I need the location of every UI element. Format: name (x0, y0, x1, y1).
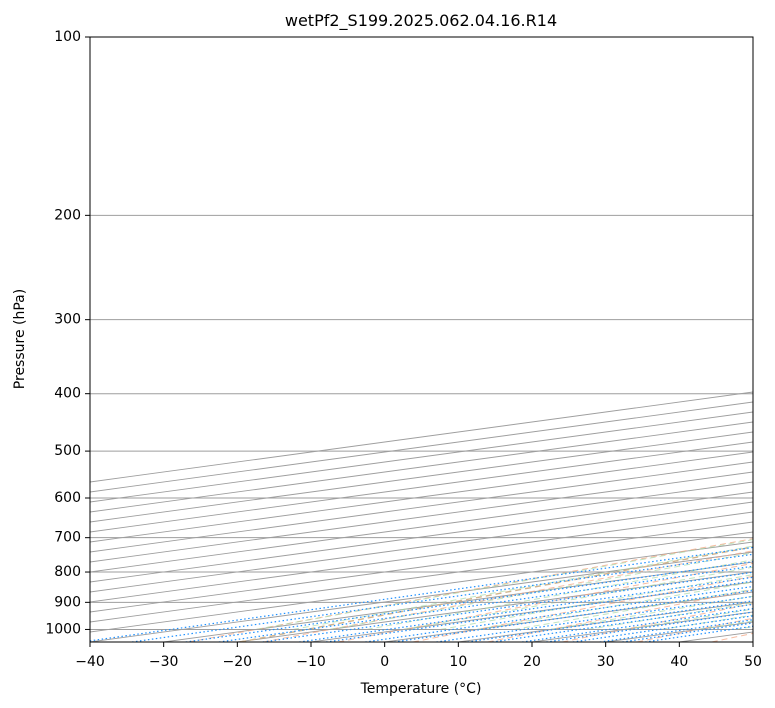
y-tick-label: 500 (54, 443, 81, 459)
mixing-ratio-line (522, 607, 753, 642)
y-axis-title: Pressure (hPa) (12, 289, 28, 389)
y-tick-label: 600 (54, 490, 81, 506)
mixing-ratio-line (436, 595, 753, 642)
x-tick-label: 0 (380, 654, 389, 670)
isotherm-line (90, 461, 753, 553)
moist-adiabat-line (292, 545, 753, 630)
x-axis: −40 −30 −20 −10 0 10 20 30 40 50 (75, 642, 762, 670)
isotherm-line (90, 491, 753, 583)
y-tick-label: 1000 (45, 621, 81, 637)
mixing-ratio-line (131, 553, 753, 642)
x-tick-label: 10 (449, 654, 467, 670)
dry-adiabat-line (338, 562, 753, 642)
isotherm-line (90, 531, 753, 623)
dry-adiabat-line (412, 575, 753, 642)
x-tick-label: 50 (744, 654, 762, 670)
y-tick-label: 300 (54, 312, 81, 328)
mixing-ratio-line (467, 600, 753, 642)
x-tick-label: −30 (149, 654, 179, 670)
x-tick-label: −20 (223, 654, 253, 670)
mixing-ratio-line (185, 561, 753, 642)
isotherm-line (90, 521, 753, 613)
isotherm-line (90, 501, 753, 593)
moist-adiabat-line (256, 539, 753, 630)
mixing-ratio-line (90, 546, 753, 642)
x-axis-title: Temperature (°C) (360, 681, 482, 697)
x-tick-label: 30 (597, 654, 615, 670)
x-tick-label: −40 (75, 654, 105, 670)
isotherm-line (90, 481, 753, 573)
y-tick-label: 700 (54, 530, 81, 546)
isotherm-line (90, 511, 753, 603)
x-tick-label: −10 (296, 654, 326, 670)
isotherm-grid (90, 391, 753, 642)
y-axis: 100 200 300 400 500 600 700 800 900 1000 (45, 29, 90, 637)
y-tick-label: 800 (54, 564, 81, 580)
y-tick-label: 400 (54, 386, 81, 402)
plot-frame (89, 36, 754, 643)
x-tick-label: 40 (670, 654, 688, 670)
chart-title: wetPf2_S199.2025.062.04.16.R14 (285, 11, 557, 31)
x-tick-label: 20 (523, 654, 541, 670)
y-tick-label: 900 (54, 594, 81, 610)
y-tick-label: 200 (54, 207, 81, 223)
plot-area: -100-90-80-70-60-50-40-30-20-100.10.20.4… (90, 214, 753, 642)
isobar-grid (90, 214, 753, 630)
y-tick-label: 100 (54, 29, 81, 45)
isotherm-line (90, 471, 753, 563)
moist-adiabat-line (329, 552, 753, 630)
mixing-ratio-line (492, 603, 753, 642)
mixing-ratio-lines (90, 546, 753, 642)
isotherm-line (90, 451, 753, 543)
